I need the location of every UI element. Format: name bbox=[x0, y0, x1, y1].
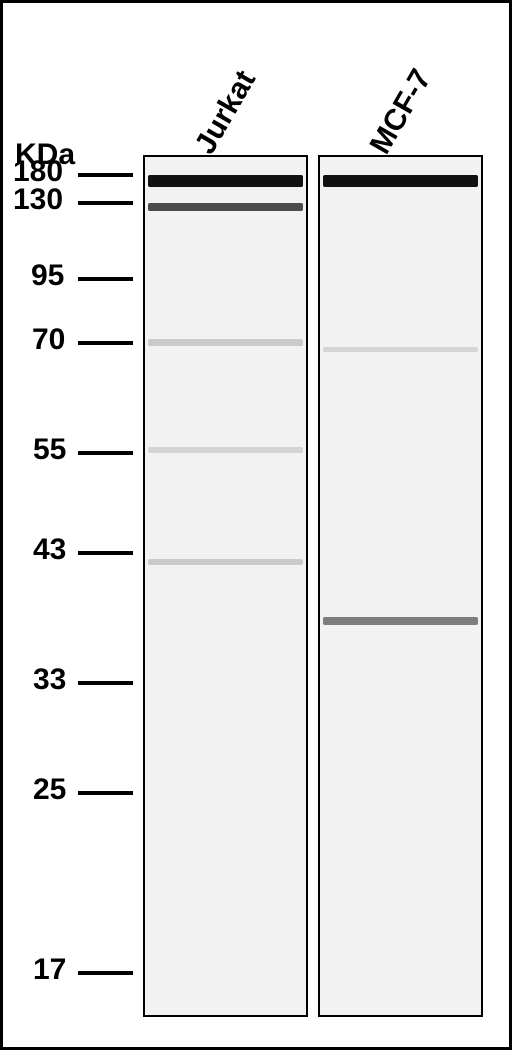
marker-label: 25 bbox=[33, 773, 66, 807]
lane bbox=[143, 155, 308, 1017]
band bbox=[148, 203, 303, 211]
band bbox=[148, 559, 303, 565]
band bbox=[323, 347, 478, 352]
marker-tick bbox=[78, 451, 133, 455]
marker-label: 55 bbox=[33, 433, 66, 467]
marker-tick bbox=[78, 971, 133, 975]
band bbox=[323, 617, 478, 625]
lane-label: MCF-7 bbox=[364, 64, 439, 160]
marker-label: 95 bbox=[31, 259, 64, 293]
band bbox=[148, 175, 303, 187]
marker-tick bbox=[78, 681, 133, 685]
lane-label: Jurkat bbox=[189, 65, 263, 160]
marker-label: 70 bbox=[32, 323, 65, 357]
marker-tick bbox=[78, 173, 133, 177]
marker-tick bbox=[78, 791, 133, 795]
marker-label: 17 bbox=[33, 953, 66, 987]
marker-tick bbox=[78, 201, 133, 205]
marker-label: 43 bbox=[33, 533, 66, 567]
band bbox=[323, 175, 478, 187]
band bbox=[148, 339, 303, 346]
marker-tick bbox=[78, 551, 133, 555]
marker-label: 33 bbox=[33, 663, 66, 697]
marker-tick bbox=[78, 341, 133, 345]
lane bbox=[318, 155, 483, 1017]
marker-label: 130 bbox=[13, 183, 63, 217]
marker-tick bbox=[78, 277, 133, 281]
blot-figure: KDa 18013095705543332517 JurkatMCF-7 bbox=[0, 0, 512, 1050]
band bbox=[148, 447, 303, 453]
